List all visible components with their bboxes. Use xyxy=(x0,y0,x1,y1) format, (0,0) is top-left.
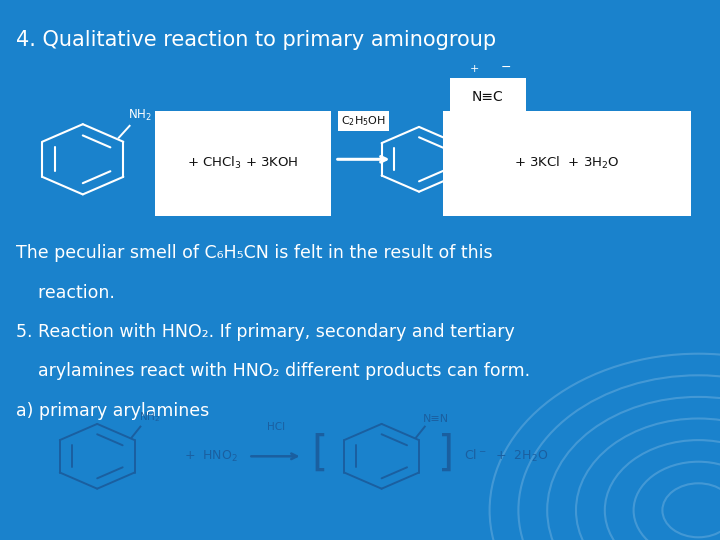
Text: N≡C: N≡C xyxy=(472,90,504,104)
Bar xyxy=(155,111,331,216)
Text: C$_2$H$_5$OH: C$_2$H$_5$OH xyxy=(341,114,386,128)
Text: 4. Qualitative reaction to primary aminogroup: 4. Qualitative reaction to primary amino… xyxy=(16,30,496,50)
Text: [: [ xyxy=(311,433,328,475)
Text: + 3KCl  + 3H$_2$O: + 3KCl + 3H$_2$O xyxy=(514,156,620,171)
Text: a) primary arylamines: a) primary arylamines xyxy=(16,402,209,420)
Text: 5. Reaction with HNO₂. If primary, secondary and tertiary: 5. Reaction with HNO₂. If primary, secon… xyxy=(16,323,515,341)
Text: ]: ] xyxy=(438,433,454,475)
Text: +  HNO$_2$: + HNO$_2$ xyxy=(184,449,238,464)
Text: N≡N: N≡N xyxy=(423,414,449,424)
Text: + CHCl$_3$ + 3KOH: + CHCl$_3$ + 3KOH xyxy=(187,156,299,171)
Text: NH$_2$: NH$_2$ xyxy=(139,410,160,424)
Text: reaction.: reaction. xyxy=(16,284,114,301)
Text: −: − xyxy=(500,61,511,74)
Text: arylamines react with HNO₂ different products can form.: arylamines react with HNO₂ different pro… xyxy=(16,362,530,380)
Text: NH$_2$: NH$_2$ xyxy=(128,107,152,123)
Text: HCl: HCl xyxy=(266,422,285,432)
Text: The peculiar smell of C₆H₅CN is felt in the result of this: The peculiar smell of C₆H₅CN is felt in … xyxy=(16,244,492,262)
Bar xyxy=(450,78,526,116)
Text: +: + xyxy=(470,64,480,74)
Text: Cl$^-$  +  2H$_2$O: Cl$^-$ + 2H$_2$O xyxy=(464,448,549,464)
Bar xyxy=(443,111,691,216)
